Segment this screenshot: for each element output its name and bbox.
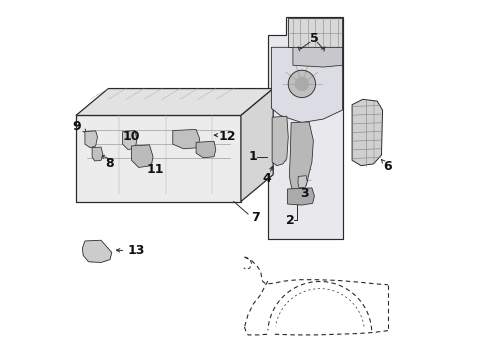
Text: 3: 3 [300, 187, 308, 200]
Text: 1: 1 [248, 150, 257, 163]
Polygon shape [241, 89, 273, 202]
Text: 5: 5 [309, 32, 318, 45]
Text: 4: 4 [262, 172, 270, 185]
Polygon shape [85, 131, 97, 148]
Circle shape [287, 70, 315, 98]
Text: 10: 10 [122, 130, 140, 144]
Polygon shape [271, 47, 342, 123]
Polygon shape [76, 89, 273, 116]
Text: 13: 13 [127, 244, 144, 257]
Polygon shape [82, 240, 112, 262]
Polygon shape [287, 188, 314, 205]
Text: 6: 6 [382, 160, 391, 173]
Polygon shape [289, 122, 313, 192]
Polygon shape [196, 141, 215, 158]
Text: 12: 12 [218, 130, 236, 143]
Polygon shape [172, 130, 199, 149]
Polygon shape [292, 47, 342, 67]
Polygon shape [287, 18, 342, 47]
Circle shape [295, 77, 308, 90]
Text: 7: 7 [250, 211, 259, 224]
Text: 9: 9 [72, 121, 81, 134]
Polygon shape [76, 116, 241, 202]
Polygon shape [267, 17, 343, 239]
Polygon shape [92, 147, 102, 161]
Text: 11: 11 [146, 163, 163, 176]
Polygon shape [131, 145, 153, 167]
Polygon shape [351, 99, 382, 166]
Text: 8: 8 [105, 157, 114, 170]
Polygon shape [122, 131, 137, 149]
Polygon shape [271, 116, 287, 166]
Text: 2: 2 [285, 214, 294, 227]
Polygon shape [297, 176, 306, 188]
